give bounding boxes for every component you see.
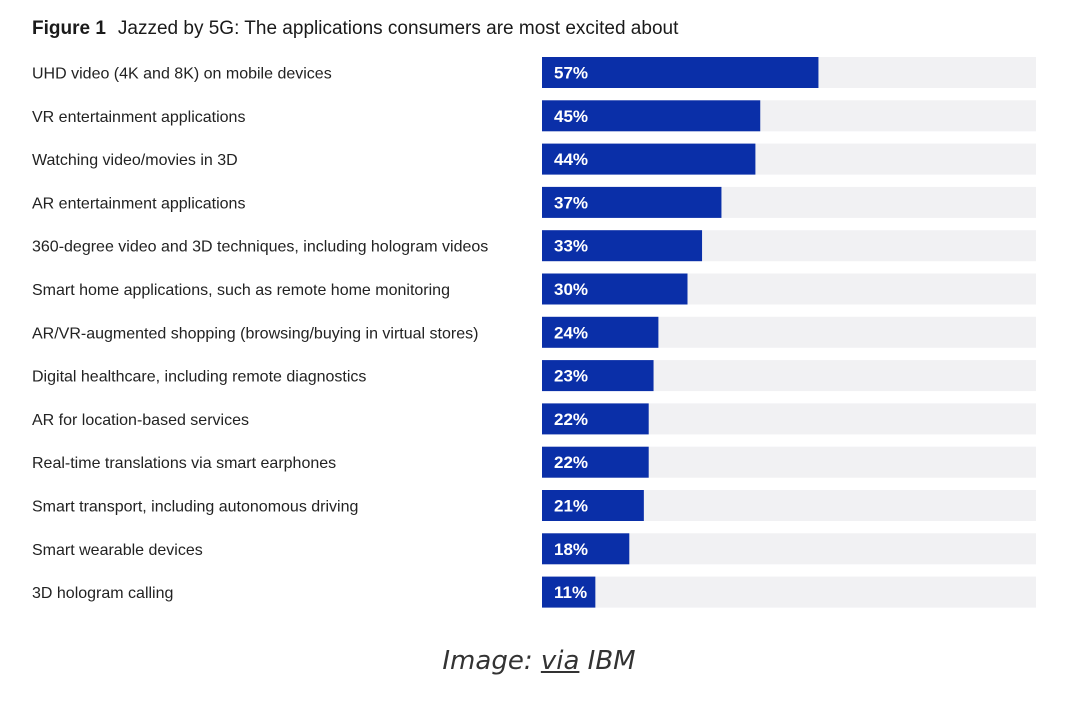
caption-prefix: Image:	[442, 646, 541, 676]
value-label: 22%	[554, 410, 588, 429]
bar	[542, 403, 649, 435]
caption-via-link[interactable]: via	[540, 646, 580, 676]
category-label: Real-time translations via smart earphon…	[32, 455, 336, 472]
caption-source: IBM	[579, 646, 636, 676]
value-label: 30%	[554, 280, 588, 299]
bar	[542, 316, 659, 348]
bar-row: Smart wearable devices 18%	[32, 533, 1036, 565]
bar-row: Real-time translations via smart earphon…	[32, 446, 1036, 478]
bar-row: Digital healthcare, including remote dia…	[32, 360, 1036, 392]
category-label: Smart wearable devices	[32, 542, 203, 559]
category-label: 3D hologram calling	[32, 585, 173, 602]
category-label: UHD video (4K and 8K) on mobile devices	[32, 66, 332, 83]
bar-row: 3D hologram calling 11%	[32, 576, 1036, 608]
value-label: 22%	[554, 453, 588, 472]
bar-row: Watching video/movies in 3D 44%	[32, 143, 1036, 175]
bar	[542, 533, 630, 565]
bar	[542, 230, 703, 262]
value-label: 18%	[554, 540, 588, 559]
value-label: 24%	[554, 323, 588, 342]
bar-track	[542, 576, 1036, 608]
bar-row: VR entertainment applications 45%	[32, 100, 1036, 132]
bar	[542, 490, 644, 521]
category-label: 360-degree video and 3D techniques, incl…	[32, 239, 488, 256]
bar-chart: UHD video (4K and 8K) on mobile devices 5…	[32, 57, 1036, 608]
value-label: 45%	[554, 107, 588, 126]
bar-row: AR for location-based services 22%	[32, 403, 1036, 435]
bar	[542, 57, 819, 88]
bar-row: Smart home applications, such as remote …	[32, 273, 1036, 305]
category-label: Digital healthcare, including remote dia…	[32, 369, 366, 386]
bar	[542, 100, 761, 132]
bar	[542, 186, 722, 218]
bar	[542, 143, 756, 175]
category-label: AR for location-based services	[32, 412, 249, 429]
category-label: Smart home applications, such as remote …	[32, 282, 450, 299]
value-label: 11%	[554, 583, 587, 602]
category-label: Smart transport, including autonomous dr…	[32, 499, 358, 516]
bar-row: 360-degree video and 3D techniques, incl…	[32, 230, 1036, 262]
bar	[542, 273, 688, 305]
image-caption: Image: via IBM	[0, 646, 1078, 676]
category-label: VR entertainment applications	[32, 109, 245, 126]
bar-row: UHD video (4K and 8K) on mobile devices 5…	[32, 57, 1036, 88]
value-label: 57%	[554, 64, 588, 83]
category-label: AR/VR-augmented shopping (browsing/buyin…	[32, 325, 478, 342]
figure-label: Figure 1	[32, 18, 106, 39]
bar-row: AR/VR-augmented shopping (browsing/buyin…	[32, 316, 1036, 348]
bar	[542, 576, 596, 608]
chart-title: Figure 1 Jazzed by 5G: The applications c…	[32, 18, 678, 40]
bar-row: AR entertainment applications 37%	[32, 186, 1036, 218]
value-label: 33%	[554, 237, 588, 256]
value-label: 23%	[554, 367, 588, 386]
figure-title-text: Jazzed by 5G: The applications consumers…	[117, 18, 679, 39]
bar	[542, 446, 649, 478]
category-label: Watching video/movies in 3D	[32, 152, 238, 169]
value-label: 37%	[554, 193, 588, 212]
bar	[542, 360, 654, 392]
value-label: 44%	[554, 150, 588, 169]
bar-row: Smart transport, including autonomous dr…	[32, 490, 1036, 521]
value-label: 21%	[554, 497, 588, 516]
category-label: AR entertainment applications	[32, 195, 245, 212]
